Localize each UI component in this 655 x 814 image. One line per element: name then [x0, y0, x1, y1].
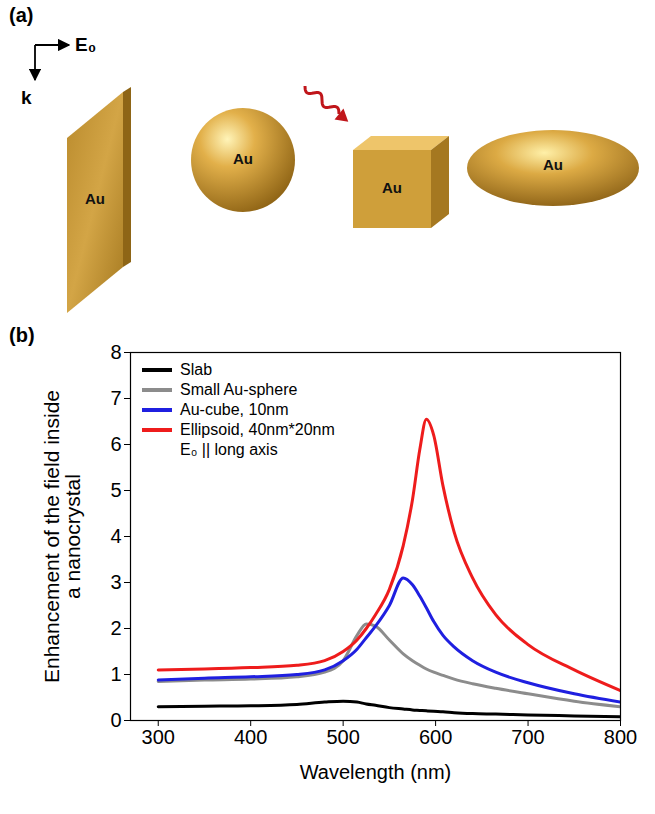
svg-text:600: 600 — [419, 726, 452, 748]
svg-text:E₀: E₀ — [75, 34, 96, 55]
svg-text:800: 800 — [604, 726, 637, 748]
svg-text:Enhancement of the field insid: Enhancement of the field insidea nanocry… — [40, 390, 84, 683]
svg-text:6: 6 — [110, 433, 121, 455]
svg-text:Au: Au — [233, 150, 253, 167]
svg-text:k: k — [21, 87, 32, 108]
svg-text:Au: Au — [543, 156, 563, 173]
svg-text:4: 4 — [110, 525, 121, 547]
svg-text:(a): (a) — [9, 4, 33, 26]
svg-text:500: 500 — [326, 726, 359, 748]
html-text:Au-cube, 10nm: Au-cube, 10nm — [180, 401, 289, 418]
svg-text:2: 2 — [110, 617, 121, 639]
svg-text:0: 0 — [110, 709, 121, 731]
svg-text:300: 300 — [142, 726, 175, 748]
svg-text:Au: Au — [85, 190, 105, 207]
svg-text:400: 400 — [234, 726, 267, 748]
html-text:Small Au-sphere: Small Au-sphere — [180, 381, 298, 398]
html-text:Slab: Slab — [180, 361, 212, 378]
svg-text:1: 1 — [110, 663, 121, 685]
html-text:(b): (b) — [9, 324, 35, 346]
svg-text:700: 700 — [511, 726, 544, 748]
svg-text:8: 8 — [110, 341, 121, 363]
html-text:Ellipsoid, 40nm*20nm: Ellipsoid, 40nm*20nm — [180, 421, 335, 438]
svg-text:Wavelength (nm): Wavelength (nm) — [300, 761, 452, 783]
svg-text:7: 7 — [110, 387, 121, 409]
html-text:E₀ || long axis: E₀ || long axis — [180, 441, 278, 458]
svg-text:5: 5 — [110, 479, 121, 501]
svg-text:3: 3 — [110, 571, 121, 593]
svg-text:Au: Au — [382, 179, 402, 196]
